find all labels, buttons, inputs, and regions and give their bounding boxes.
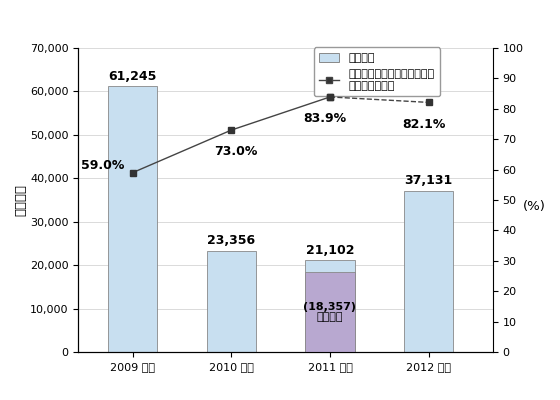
Text: 82.1%: 82.1% (402, 118, 445, 131)
Text: 23,356: 23,356 (207, 234, 255, 247)
Text: 前年同期: 前年同期 (317, 312, 343, 322)
Legend: 架空請求, うち、デジタルコンテンツに
関する相談割合: 架空請求, うち、デジタルコンテンツに 関する相談割合 (314, 48, 440, 96)
Text: 37,131: 37,131 (404, 174, 453, 187)
Text: 61,245: 61,245 (109, 70, 157, 82)
Text: 59.0%: 59.0% (81, 159, 125, 172)
Text: 83.9%: 83.9% (304, 112, 347, 125)
Text: 21,102: 21,102 (306, 244, 354, 257)
Y-axis label: 相談件数: 相談件数 (14, 184, 27, 216)
Bar (404, 191, 454, 352)
Text: (18,357): (18,357) (304, 302, 357, 312)
Bar (108, 86, 157, 352)
Y-axis label: (%): (%) (523, 200, 546, 213)
Bar (305, 260, 354, 352)
Bar (207, 250, 256, 352)
Text: 73.0%: 73.0% (214, 145, 258, 158)
Bar (305, 272, 354, 352)
